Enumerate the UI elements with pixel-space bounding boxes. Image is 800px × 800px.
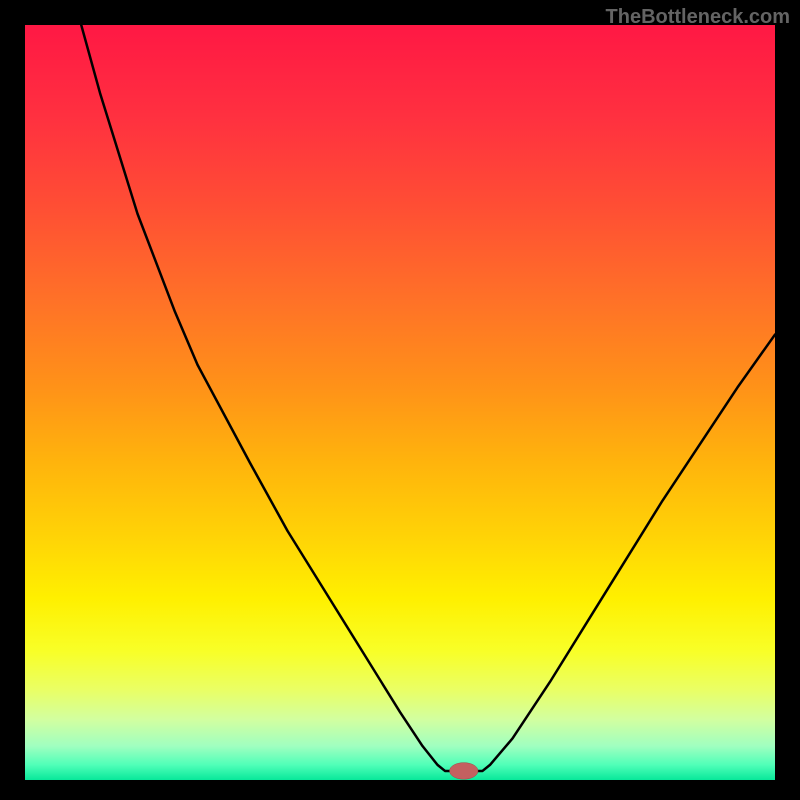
watermark-text: TheBottleneck.com [606,6,790,29]
chart-container: TheBottleneck.com [0,0,800,800]
optimal-marker [450,763,479,780]
bottleneck-chart [0,0,800,800]
plot-background [25,25,775,780]
